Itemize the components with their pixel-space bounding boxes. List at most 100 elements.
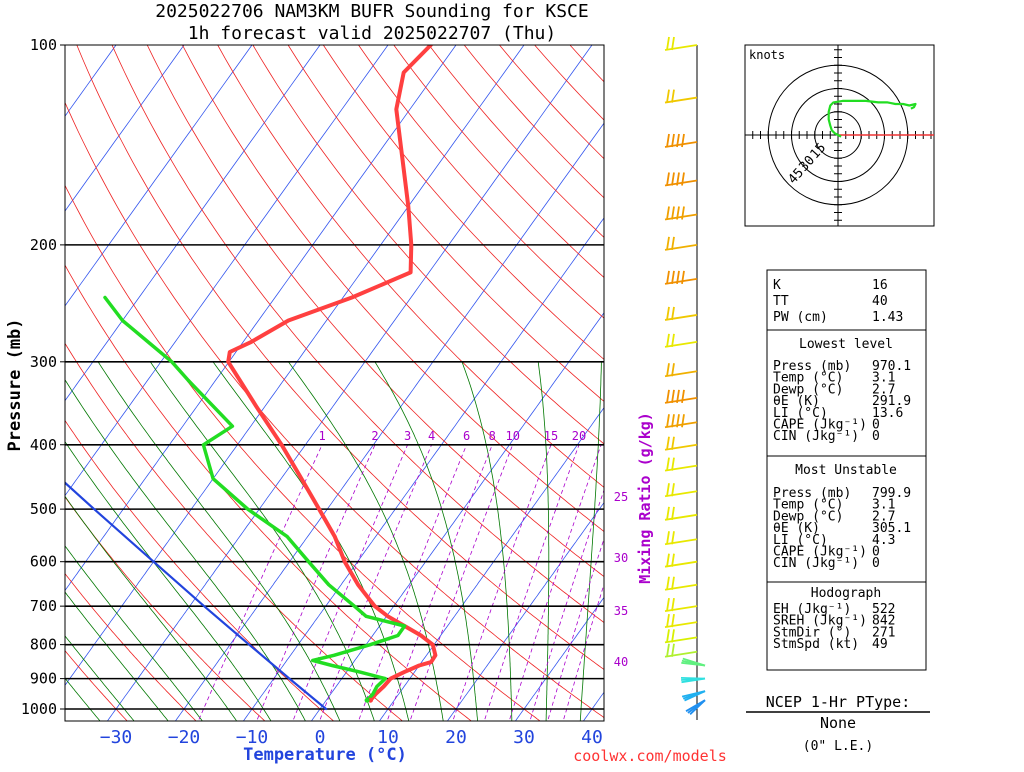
wind-barb-flag — [667, 390, 669, 403]
pressure-tick-label: 100 — [30, 36, 57, 54]
dry-adiabat — [0, 30, 201, 726]
wind-barb-staff — [665, 181, 697, 186]
isotherm — [36, 30, 535, 726]
wind-barb — [665, 390, 697, 403]
wind-barb-flag — [667, 90, 669, 103]
hodograph-units: knots — [749, 48, 785, 62]
temperature-tick-label: 30 — [513, 727, 535, 748]
wind-barb-staff — [665, 652, 697, 657]
wind-barb — [681, 678, 705, 682]
wind-barb — [665, 363, 697, 376]
mixing-ratio-label: 3 — [404, 429, 411, 443]
mixing-ratio-label: 1 — [319, 429, 326, 443]
wind-barb — [665, 507, 697, 520]
isobars — [65, 245, 604, 709]
wind-barb-staff — [665, 398, 697, 403]
wind-barb-flag — [667, 554, 669, 567]
index-value: 0 — [872, 556, 880, 571]
wind-barb-flag — [667, 207, 669, 220]
site-credit: coolwx.com/models — [573, 747, 727, 765]
wind-barb-flag — [667, 134, 669, 147]
wind-barb-flag — [667, 307, 669, 320]
lowest-level-title: Lowest level — [799, 337, 893, 352]
wind-barb-flag — [667, 577, 669, 590]
wind-barb-staff — [665, 215, 697, 220]
pressure-tick-label: 500 — [30, 500, 57, 518]
wind-barb-flag — [667, 629, 669, 642]
wind-barb — [665, 554, 697, 567]
isotherm — [0, 30, 331, 726]
wind-barb-flag — [667, 271, 669, 284]
wind-barb-staff — [665, 622, 697, 627]
wind-barb-flag — [682, 390, 684, 403]
wind-barb-staff — [665, 606, 697, 611]
mixing-ratio-line — [408, 445, 512, 726]
wind-barb-flag — [682, 207, 684, 220]
mixing-ratio-label: 35 — [614, 604, 628, 618]
mixing-ratio-line — [451, 445, 551, 726]
pressure-tick-label: 400 — [30, 436, 57, 454]
wind-barb-flag — [667, 507, 669, 520]
k-index-value: 16 — [872, 278, 888, 293]
wind-barb-flag — [667, 363, 669, 376]
wind-barb-staff — [665, 585, 697, 590]
index-label: CIN (Jkg⁻¹) — [773, 429, 859, 444]
storm-motion-arrowhead — [935, 130, 943, 140]
pressure-tick-label: 300 — [30, 353, 57, 371]
wind-barb — [681, 659, 705, 666]
wind-barb-staff — [665, 422, 697, 427]
wind-barb-staff — [665, 279, 697, 284]
wind-barb-flag — [667, 414, 669, 427]
hodograph-stats-title: Hodograph — [811, 586, 881, 601]
wind-barb — [665, 237, 697, 250]
wind-barb-flag — [667, 483, 669, 496]
mixing-ratio-label: 4 — [428, 429, 435, 443]
pressure-tick-label: 600 — [30, 553, 57, 571]
mixing-ratio-label: 20 — [572, 429, 586, 443]
wind-barb-staff — [665, 98, 697, 103]
pw-value: 1.43 — [872, 310, 903, 325]
tt-index-value: 40 — [872, 294, 888, 309]
wind-barb-staff — [665, 142, 697, 147]
dry-adiabat — [453, 30, 1024, 726]
wind-barb — [665, 37, 697, 50]
wind-barb — [686, 700, 705, 714]
moist-adiabat — [213, 362, 410, 726]
pressure-tick-label: 1000 — [21, 700, 57, 718]
parcel-profile — [0, 362, 326, 709]
wind-barb — [665, 614, 697, 627]
wind-barb — [665, 598, 697, 611]
wind-barb — [665, 271, 697, 284]
mixing-ratio-line — [508, 445, 602, 726]
wind-barb-flag — [667, 614, 669, 627]
pw-label: PW (cm) — [773, 310, 828, 325]
dry-adiabat — [0, 30, 339, 726]
mixing-ratio-label: 40 — [614, 655, 628, 669]
moist-adiabat — [0, 362, 172, 726]
wind-barb-staff — [665, 45, 697, 50]
most-unstable-title: Most Unstable — [795, 463, 897, 478]
temperature-tick-label: −30 — [100, 727, 133, 748]
wind-barb — [665, 531, 697, 544]
index-value: 49 — [872, 637, 888, 652]
dry-adiabat — [0, 30, 408, 726]
wind-barb-staff — [665, 466, 697, 471]
wind-barb — [665, 629, 697, 642]
temperature-tick-label: 40 — [581, 727, 603, 748]
mixing-ratio-line — [483, 445, 579, 726]
temperature-tick-label: −20 — [168, 727, 201, 748]
mixing-ratio-label: 8 — [489, 429, 496, 443]
wind-barb-staff — [665, 562, 697, 567]
wind-barb-staff — [665, 491, 697, 496]
wind-barbs — [665, 37, 705, 714]
wind-barb — [665, 173, 697, 186]
mixing-ratio-line — [546, 445, 635, 726]
dry-adiabat — [0, 30, 270, 726]
wind-barb-flag — [682, 173, 684, 186]
wind-barb-flag — [667, 644, 669, 657]
wind-barb — [665, 483, 697, 496]
